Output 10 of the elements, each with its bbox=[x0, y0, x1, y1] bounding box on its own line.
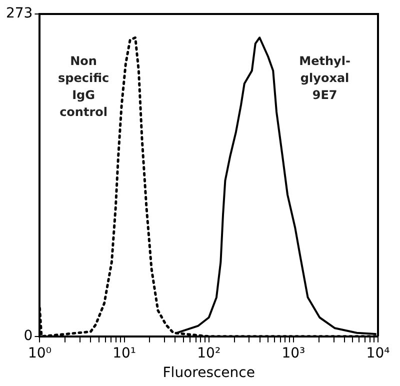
x-tick-label: 10⁴ bbox=[366, 345, 390, 362]
x-tick-label: 10¹ bbox=[112, 345, 136, 362]
series-label: Non specific IgG control bbox=[58, 54, 110, 120]
x-tick-label: 10⁰ bbox=[28, 345, 52, 362]
y-tick-label: 273 bbox=[6, 6, 33, 22]
x-axis-title: Fluorescence bbox=[162, 365, 255, 382]
x-tick-label: 10³ bbox=[282, 345, 306, 362]
y-tick-label: 0 bbox=[24, 328, 33, 344]
x-tick-label: 10² bbox=[197, 345, 221, 362]
series-label: Methyl-glyoxal 9E7 bbox=[299, 54, 350, 102]
